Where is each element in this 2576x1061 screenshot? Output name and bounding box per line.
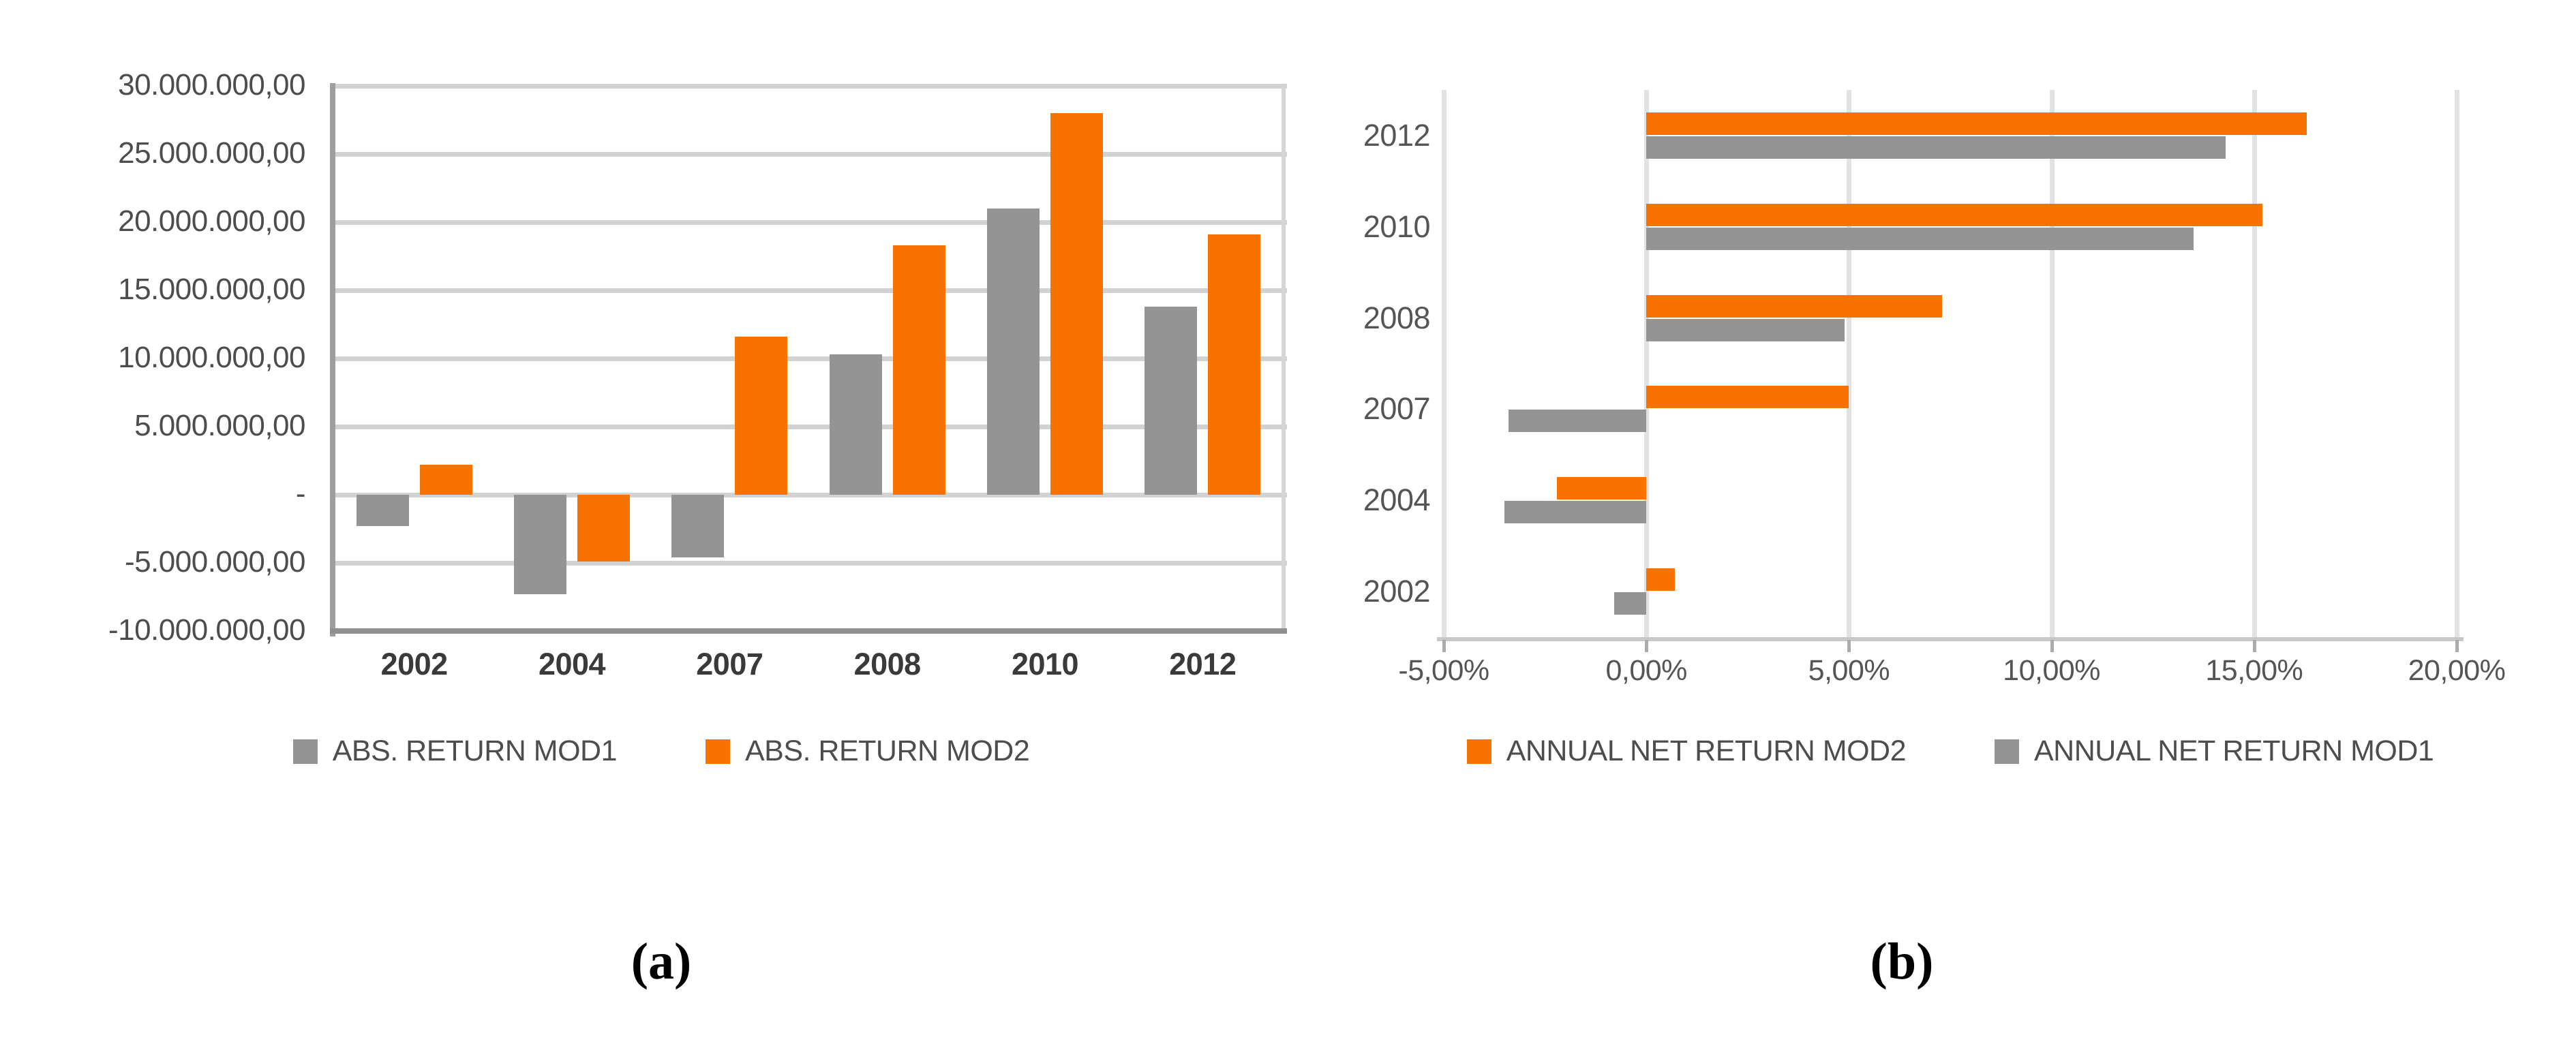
gridline-v (2049, 90, 2055, 637)
y-axis-label: 10.000.000,00 (118, 341, 305, 374)
x-axis-tick (2050, 640, 2054, 652)
bar-mod1-2004 (514, 495, 566, 594)
y-axis-label: -10.000.000,00 (108, 613, 306, 647)
bar-mod1-2004 (1504, 501, 1647, 524)
legend-swatch-icon (292, 739, 318, 764)
bar-mod1-2002 (356, 495, 409, 526)
bar-mod2-2008 (892, 245, 945, 495)
bar-mod1-2012 (1145, 307, 1198, 495)
plot-right-border (1282, 86, 1286, 631)
gridline-h (335, 84, 1287, 89)
gridline-h (335, 561, 1287, 566)
y-axis-label: - (295, 477, 306, 510)
bar-mod2-2002 (419, 465, 472, 495)
x-axis-line (1437, 637, 2464, 641)
caption-a: (a) (631, 933, 692, 990)
legend-item-mod1: ANNUAL NET RETURN MOD1 (1995, 735, 2434, 768)
x-axis-label: -5,00% (1398, 654, 1489, 687)
x-axis-tick (1847, 640, 1851, 652)
bar-mod1-2002 (1613, 592, 1647, 615)
legend-item-mod2: ANNUAL NET RETURN MOD2 (1466, 735, 1907, 768)
y-axis-label: 5.000.000,00 (134, 409, 305, 442)
bar-mod1-2010 (1646, 227, 2194, 250)
x-axis-label: 10,00% (2003, 654, 2101, 687)
legend-swatch-icon (1466, 739, 1491, 764)
bar-mod1-2008 (829, 354, 882, 495)
bar-mod1-2008 (1646, 318, 1845, 341)
y-axis-label-2010: 2010 (1363, 209, 1431, 244)
bar-mod1-2010 (987, 209, 1040, 495)
gridline-h (335, 493, 1287, 497)
x-axis-label: 5,00% (1808, 654, 1890, 687)
x-axis-tick (2252, 640, 2256, 652)
x-axis-label-2012: 2012 (1169, 647, 1237, 681)
legend-label: ANNUAL NET RETURN MOD2 (1506, 735, 1907, 767)
y-axis-label-2008: 2008 (1363, 300, 1431, 335)
y-axis-label: 25.000.000,00 (118, 136, 305, 170)
y-axis-label: 20.000.000,00 (118, 204, 305, 238)
x-axis-label-2007: 2007 (696, 647, 763, 681)
x-axis-line (330, 628, 1287, 634)
x-axis-label: 15,00% (2205, 654, 2303, 687)
bar-mod2-2004 (1557, 477, 1647, 500)
y-axis-label: -5.000.000,00 (124, 545, 306, 579)
y-axis-label-2004: 2004 (1363, 482, 1431, 518)
bar-mod1-2007 (1509, 410, 1647, 433)
bar-mod2-2002 (1646, 568, 1675, 591)
x-axis-label-2008: 2008 (853, 647, 922, 681)
chart-a-legend: ABS. RETURN MOD1 ABS. RETURN MOD2 (41, 735, 1282, 768)
gridline-v (1442, 90, 1446, 637)
y-axis-label: 30.000.000,00 (118, 68, 305, 102)
bar-mod2-2010 (1646, 203, 2262, 226)
gridline-h (335, 288, 1287, 293)
legend-item-mod2: ABS. RETURN MOD2 (706, 735, 1030, 768)
x-axis-tick (1645, 640, 1649, 652)
legend-label: ABS. RETURN MOD2 (745, 735, 1030, 767)
legend-item-mod1: ABS. RETURN MOD1 (292, 735, 618, 768)
bar-mod2-2012 (1208, 234, 1261, 495)
x-axis-label: 20,00% (2408, 654, 2506, 687)
gridline-h (335, 356, 1287, 361)
gridline-v (2252, 90, 2257, 637)
legend-label: ANNUAL NET RETURN MOD1 (2034, 735, 2434, 767)
bar-mod2-2007 (1646, 386, 1849, 409)
x-axis-label-2002: 2002 (380, 647, 449, 681)
y-axis-label-2002: 2002 (1363, 574, 1431, 609)
bar-mod2-2008 (1646, 294, 1943, 318)
y-axis-label: 15.000.000,00 (118, 273, 305, 306)
y-axis-label-2012: 2012 (1363, 117, 1431, 153)
gridline-v (1847, 90, 1852, 637)
chart-b-legend: ANNUAL NET RETURN MOD2 ANNUAL NET RETURN … (1444, 735, 2457, 768)
gridline-h (335, 152, 1287, 157)
x-axis-tick (1442, 640, 1446, 652)
x-axis-label: 0,00% (1605, 654, 1687, 687)
bar-mod1-2012 (1646, 136, 2226, 159)
gridline-v (2455, 90, 2459, 637)
gridline-h (335, 220, 1287, 225)
bar-mod2-2010 (1050, 113, 1103, 495)
caption-b: (b) (1870, 933, 1934, 990)
y-axis-line (330, 83, 335, 636)
x-axis-label-2010: 2010 (1011, 647, 1079, 681)
legend-label: ABS. RETURN MOD1 (332, 735, 618, 767)
bar-mod1-2007 (671, 495, 725, 557)
bar-mod2-2007 (735, 337, 788, 495)
legend-swatch-icon (1995, 739, 2019, 764)
gridline-v (1644, 90, 1650, 637)
legend-swatch-icon (706, 739, 730, 764)
x-axis-label-2004: 2004 (538, 647, 606, 681)
gridline-h (335, 425, 1287, 429)
bar-mod2-2004 (577, 495, 630, 562)
y-axis-label-2007: 2007 (1363, 391, 1431, 427)
bar-mod2-2012 (1646, 112, 2307, 135)
x-axis-tick (2455, 640, 2459, 652)
